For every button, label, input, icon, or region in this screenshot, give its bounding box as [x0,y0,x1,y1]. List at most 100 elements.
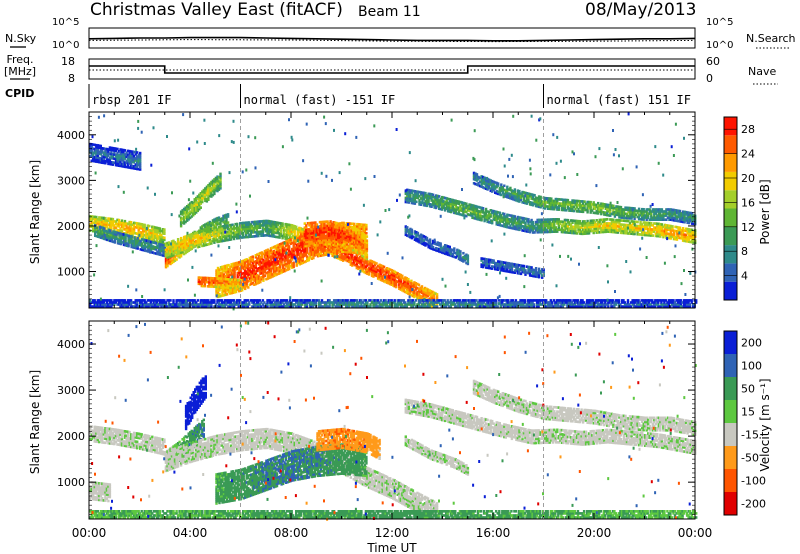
echo-cell [269,224,272,227]
echo-cell [248,267,251,270]
echo-cell [266,229,269,233]
echo-cell [251,263,254,267]
echo-cell [375,262,378,265]
echo-cell [94,224,97,227]
echo-cell [257,232,260,236]
echo-cell [172,247,175,251]
echo-cell [178,253,181,257]
echo-cell [343,258,346,261]
echo-cell [431,193,435,197]
echo-cell [152,232,155,235]
echo-cell [248,223,251,226]
echo-cell [122,227,125,231]
echo-cell [130,239,133,242]
echo-cell [354,263,357,267]
echo-cell [279,224,283,227]
echo-cell [108,219,112,223]
echo-cell [241,260,244,263]
echo-cell [255,228,258,232]
echo-cell [112,230,115,233]
echo-cell [271,264,274,268]
echo-cell [211,237,215,241]
echo-cell [255,234,258,238]
echo-cell [370,262,374,265]
echo-cell [361,257,365,261]
echo-cell [303,238,306,242]
echo-cell [390,279,393,282]
echo-cell [213,182,216,185]
echo-cell [201,196,204,200]
echo-cell [145,232,148,235]
echo-cell [105,221,109,224]
echo-cell [260,251,264,254]
echo-cell [260,232,263,235]
echo-cell [151,235,154,239]
echo-cell [399,288,402,291]
echo-cell [192,207,195,211]
echo-cell [280,242,283,245]
echo-cell [273,221,277,224]
echo-cell [300,260,303,263]
echo-cell [244,271,247,274]
echo-cell [154,241,158,245]
echo-cell [351,262,354,265]
echo-cell [224,270,227,274]
echo-cell [244,287,247,291]
echo-cell [218,293,221,296]
echo-cell [298,248,301,252]
echo-cell [221,292,224,295]
echo-cell [149,229,152,232]
echo-cell [355,256,358,259]
echo-cell [196,233,199,237]
echo-cell [204,189,207,192]
echo-cell [264,223,268,227]
echo-cell [106,232,109,235]
echo-cell [220,235,224,239]
echo-cell [222,265,226,268]
echo-cell [277,270,280,273]
echo-cell [278,232,281,235]
echo-cell [220,219,224,222]
echo-cell [190,237,193,240]
echo-cell [129,227,133,230]
echo-cell [301,229,304,233]
echo-cell [125,222,128,225]
echo-cell [251,261,254,265]
echo-cell [179,212,183,216]
echo-cell [381,271,384,274]
echo-cell [267,230,271,233]
echo-cell [118,242,121,245]
echo-cell [413,295,416,299]
echo-cell [277,266,280,269]
echo-cell [234,290,238,294]
echo-cell [248,235,251,239]
echo-cell [258,222,262,225]
echo-cell [352,258,355,262]
echo-cell [269,249,273,252]
echo-cell [284,264,288,268]
echo-cell [227,272,230,275]
echo-cell [392,284,395,287]
echo-cell [222,218,225,222]
echo-cell [220,231,224,235]
echo-cell [126,228,130,232]
echo-cell [393,274,396,278]
echo-cell [264,229,268,233]
echo-cell [236,228,239,232]
echo-cell [113,230,117,234]
echo-cell [218,274,221,278]
echo-cell [399,286,402,289]
echo-cell [127,242,130,246]
echo-cell [435,303,439,306]
echo-cell [360,227,364,231]
echo-cell [214,184,218,188]
echo-cell [267,219,271,223]
echo-cell [363,264,366,268]
echo-cell [179,222,183,226]
echo-cell [306,249,309,252]
echo-cell [263,260,267,263]
echo-cell [356,225,359,228]
echo-cell [287,229,290,233]
echo-cell [193,204,196,207]
echo-cell [173,259,177,262]
